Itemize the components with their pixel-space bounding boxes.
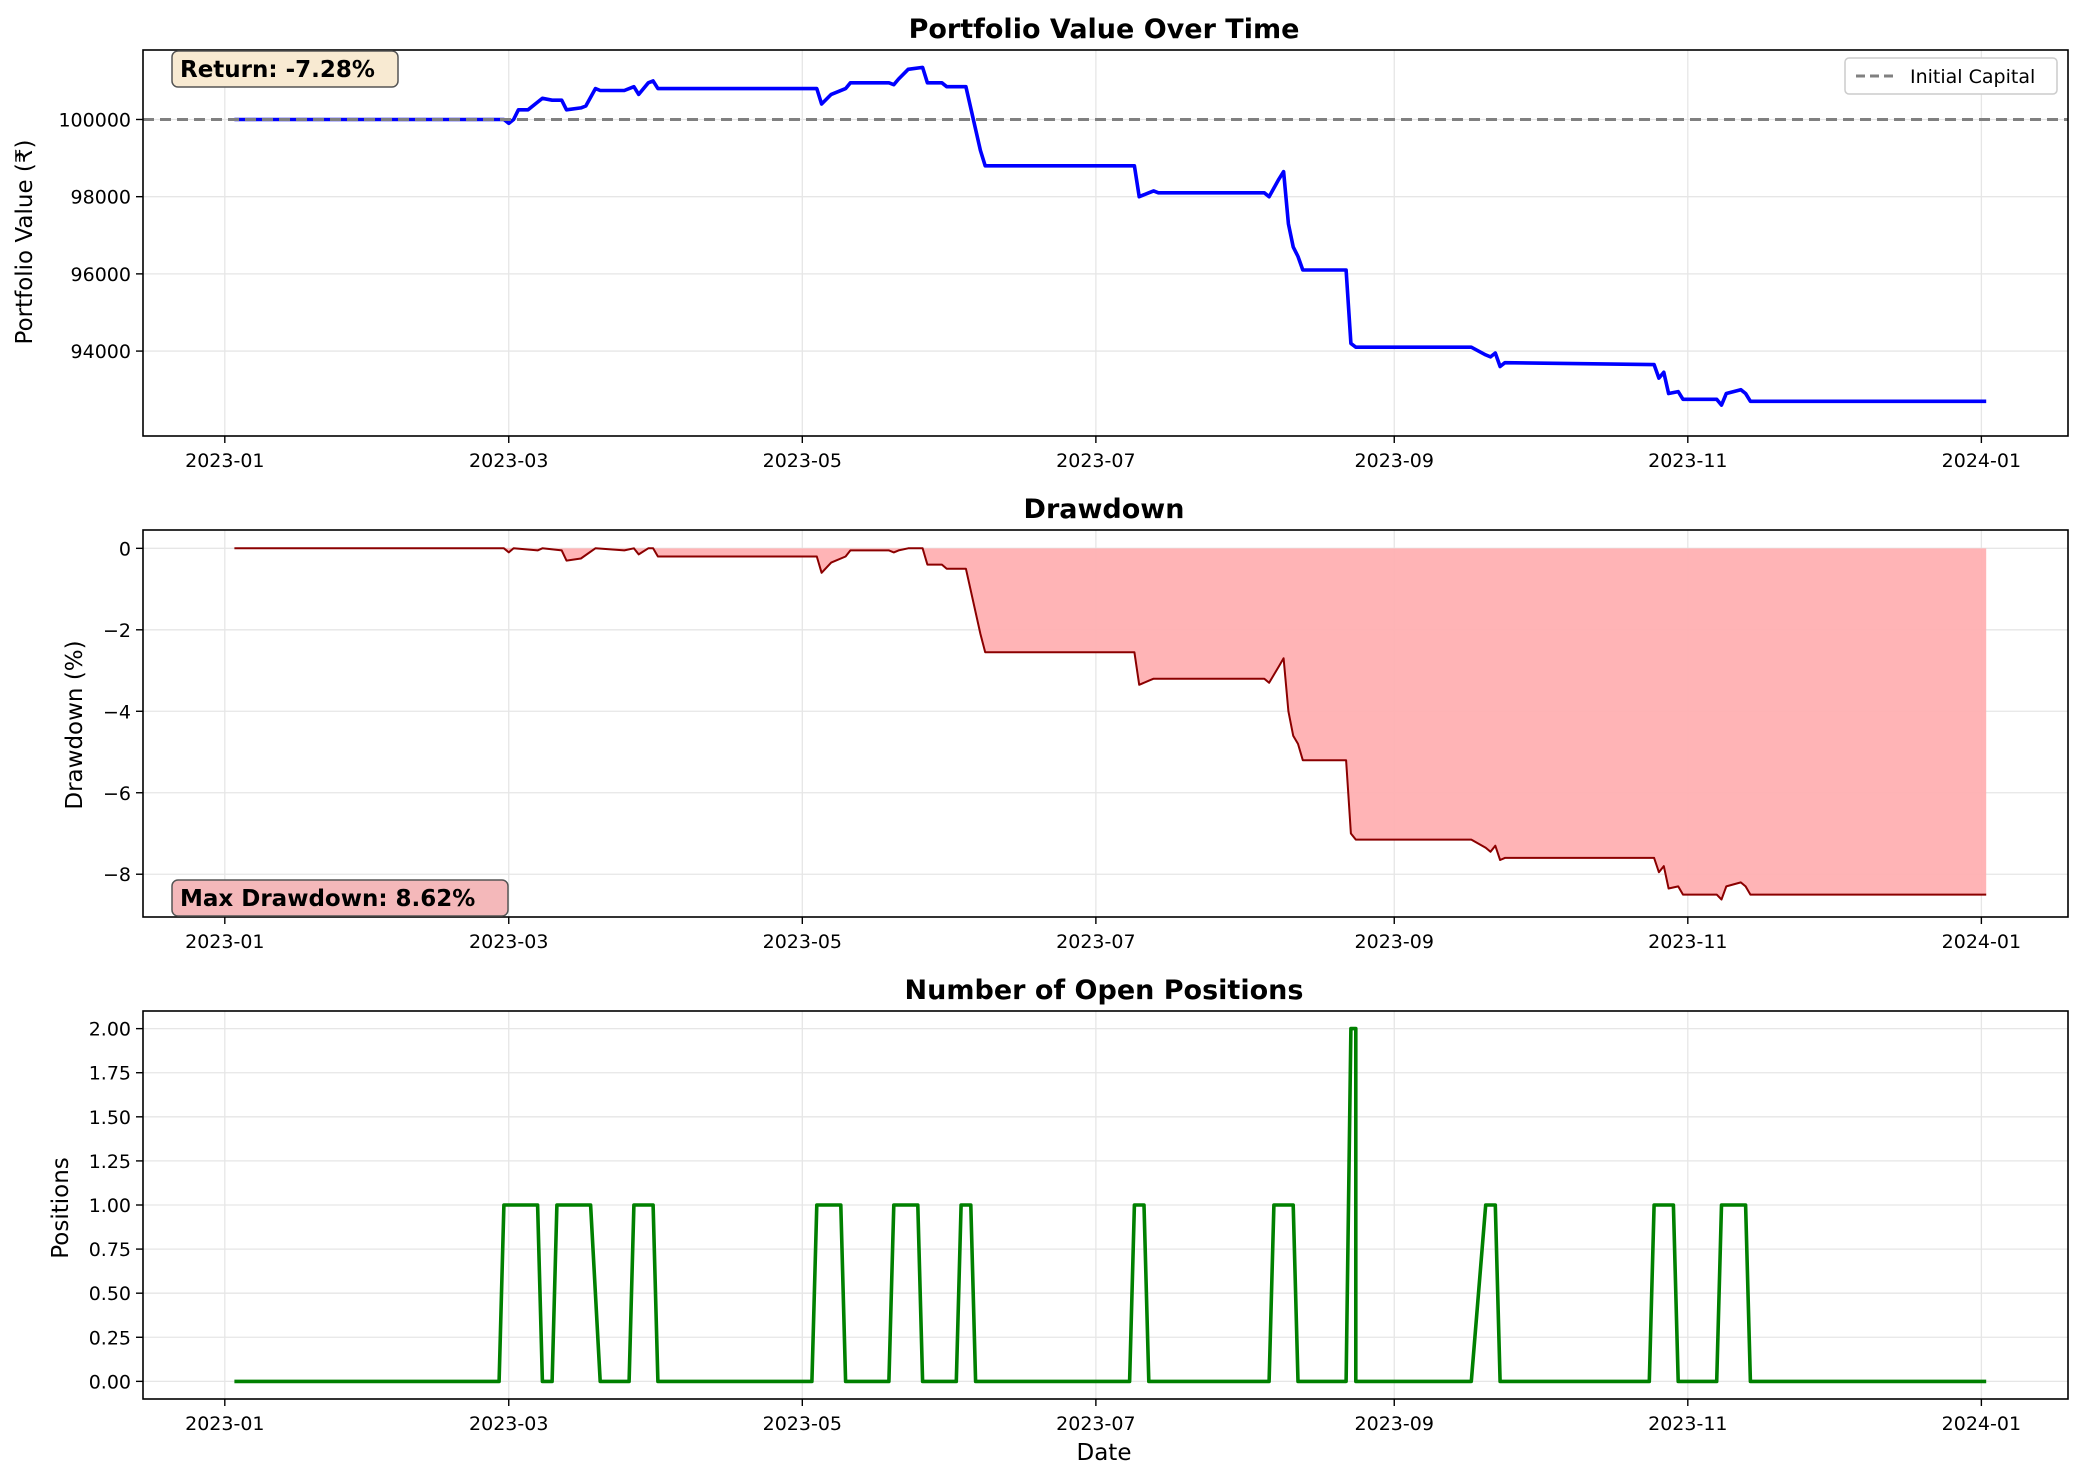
y-tick-label: 0.25	[89, 1327, 131, 1349]
legend-box: Initial Capital	[1844, 57, 2058, 95]
y-tick-label: 1.75	[89, 1063, 131, 1085]
x-tick-label: 2023-07	[1056, 1413, 1135, 1435]
y-tick-label: −4	[103, 701, 131, 723]
x-tick-label: 2023-01	[185, 1413, 264, 1435]
max-drawdown-annotation-text: Max Drawdown: 8.62%	[180, 886, 475, 912]
x-tick-label: 2024-01	[1942, 450, 2021, 472]
y-tick-label: −2	[103, 620, 131, 642]
series-line-0-0	[234, 65, 1987, 407]
drawdown-area-fill	[234, 548, 1987, 900]
panel-portfolio-title: Portfolio Value Over Time	[909, 14, 1300, 45]
y-tick-label: 1.25	[89, 1151, 131, 1173]
panel-portfolio-ylabel: Portfolio Value (₹)	[12, 140, 38, 345]
series-line-2-0	[234, 1026, 1987, 1384]
x-tick-label: 2023-01	[185, 450, 264, 472]
panel-drawdown-plot-area: 2023-01 2023-03 2023-05 2023-07 2023-09 2023-…	[103, 529, 2069, 953]
y-tick-label: 96000	[71, 264, 131, 286]
y-tick-label: −8	[103, 864, 131, 886]
y-tick-label: 0.50	[89, 1283, 131, 1305]
return-annotation-text: Return: -7.28%	[180, 57, 375, 83]
y-tick-label: 0	[119, 538, 131, 560]
axes-frame	[142, 529, 2069, 918]
panel-drawdown: Drawdown Drawdown (%) 2023-01 2023-03 2023…	[62, 494, 2069, 953]
panel-positions-ylabel: Positions	[48, 1157, 74, 1259]
x-tick-label: 2023-09	[1355, 931, 1434, 953]
y-tick-label: 100000	[58, 109, 131, 131]
x-tick-label: 2023-05	[763, 450, 842, 472]
panel-positions-plot-area: 2023-01 2023-03 2023-05 2023-07 2023-09 2023-…	[89, 1010, 2069, 1435]
y-tick-label: −6	[103, 783, 131, 805]
y-tick-label: 2.00	[89, 1019, 131, 1041]
panel-positions: Number of Open Positions Positions Date …	[48, 975, 2069, 1466]
y-tick-label: 1.50	[89, 1107, 131, 1129]
x-tick-label: 2023-07	[1056, 450, 1135, 472]
return-annotation: Return: -7.28%	[171, 50, 399, 88]
x-tick-label: 2023-09	[1355, 1413, 1434, 1435]
y-tick-label: 98000	[71, 187, 131, 209]
panel-portfolio-value: Portfolio Value Over Time Portfolio Valu…	[12, 14, 2069, 472]
x-tick-label: 2023-11	[1648, 931, 1727, 953]
panel-portfolio-plot-area: 2023-01 2023-03 2023-05 2023-07 2023-09 2023-…	[58, 49, 2069, 472]
x-tick-label: 2023-03	[469, 1413, 548, 1435]
y-tick-label: 1.00	[89, 1195, 131, 1217]
y-tick-label: 94000	[71, 341, 131, 363]
x-tick-label: 2023-11	[1648, 1413, 1727, 1435]
x-tick-label: 2023-07	[1056, 931, 1135, 953]
y-tick-label: 0.00	[89, 1371, 131, 1393]
x-tick-label: 2023-01	[185, 931, 264, 953]
x-tick-label: 2023-03	[469, 931, 548, 953]
panel-drawdown-ylabel: Drawdown (%)	[62, 640, 88, 809]
y-tick-label: 0.75	[89, 1239, 131, 1261]
max-drawdown-annotation: Max Drawdown: 8.62%	[171, 879, 509, 917]
x-tick-label: 2023-03	[469, 450, 548, 472]
panel-positions-title: Number of Open Positions	[905, 975, 1304, 1006]
x-tick-label: 2023-09	[1355, 450, 1434, 472]
drawdown-line	[234, 547, 1987, 901]
legend-label-initial-capital: Initial Capital	[1910, 66, 2035, 88]
panel-positions-xlabel: Date	[1077, 1440, 1132, 1466]
x-tick-label: 2023-11	[1648, 450, 1727, 472]
axes-frame	[142, 49, 2069, 437]
x-tick-label: 2023-05	[763, 1413, 842, 1435]
panel-drawdown-title: Drawdown	[1024, 494, 1185, 525]
x-tick-label: 2024-01	[1942, 1413, 2021, 1435]
x-tick-label: 2024-01	[1942, 931, 2021, 953]
x-tick-label: 2023-05	[763, 931, 842, 953]
